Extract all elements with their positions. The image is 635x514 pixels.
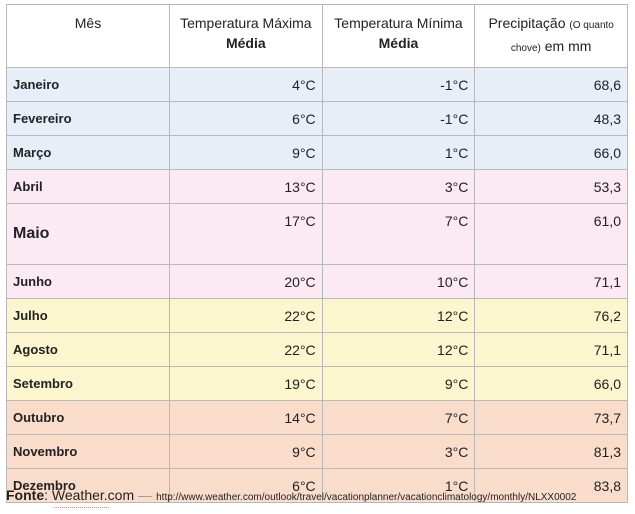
month-cell: Outubro xyxy=(6,400,170,435)
month-cell: Abril xyxy=(6,169,170,204)
table-row: Janeiro 4°C -1°C 68,6 xyxy=(6,67,628,102)
precipitation-cell: 48,3 xyxy=(474,101,628,136)
precipitation-cell: 61,0 xyxy=(474,203,628,265)
header-precipitation: Precipitação (O quanto chove) em mm xyxy=(474,4,628,68)
precipitation-cell: 83,8 xyxy=(474,468,628,503)
precipitation-cell: 73,7 xyxy=(474,400,628,435)
min-temp-cell: -1°C xyxy=(321,67,476,102)
min-temp-cell: 7°C xyxy=(321,400,476,435)
table-row: Junho 20°C 10°C 71,1 xyxy=(6,264,628,299)
min-temp-cell: -1°C xyxy=(321,101,476,136)
precipitation-cell: 81,3 xyxy=(474,434,628,469)
max-temp-cell: 9°C xyxy=(169,434,323,469)
max-temp-cell: 20°C xyxy=(169,264,323,299)
precipitation-cell: 66,0 xyxy=(474,135,628,170)
table-row: Dezembro 6°C 1°C 83,8 xyxy=(6,468,628,503)
table-row: Maio 17°C 7°C 61,0 xyxy=(6,203,628,265)
source-dash: — xyxy=(138,487,153,503)
max-temp-cell: 19°C xyxy=(169,366,323,401)
max-temp-cell: 9°C xyxy=(169,135,323,170)
table-row: Março 9°C 1°C 66,0 xyxy=(6,135,628,170)
min-temp-cell: 7°C xyxy=(321,203,476,265)
table-row: Novembro 9°C 3°C 81,3 xyxy=(6,434,628,469)
month-cell: Maio xyxy=(6,203,170,265)
min-temp-cell: 1°C xyxy=(321,468,476,503)
month-cell: Novembro xyxy=(6,434,170,469)
table-row: Julho 22°C 12°C 76,2 xyxy=(6,298,628,333)
month-cell: Janeiro xyxy=(6,67,170,102)
precipitation-cell: 76,2 xyxy=(474,298,628,333)
table-row: Outubro 14°C 7°C 73,7 xyxy=(6,400,628,435)
climate-table: Mês Temperatura Máxima Média Temperatura … xyxy=(6,4,628,503)
header-max-temp: Temperatura Máxima Média xyxy=(169,4,323,68)
header-month: Mês xyxy=(6,4,170,68)
source-line: Fonte: Weather.com — http://www.weather.co… xyxy=(6,487,577,508)
max-temp-cell: 6°C xyxy=(169,101,323,136)
month-cell: Agosto xyxy=(6,332,170,367)
month-cell: Julho xyxy=(6,298,170,333)
max-temp-cell: 14°C xyxy=(169,400,323,435)
climate-table-container: Mês Temperatura Máxima Média Temperatura … xyxy=(6,4,628,503)
max-temp-cell: 13°C xyxy=(169,169,323,204)
min-temp-cell: 1°C xyxy=(321,135,476,170)
max-temp-cell: 22°C xyxy=(169,332,323,367)
table-row: Abril 13°C 3°C 53,3 xyxy=(6,169,628,204)
source-label: Fonte xyxy=(6,487,45,503)
precipitation-cell: 71,1 xyxy=(474,264,628,299)
max-temp-cell: 4°C xyxy=(169,67,323,102)
precipitation-cell: 53,3 xyxy=(474,169,628,204)
spellcheck-underline xyxy=(54,507,109,508)
min-temp-cell: 10°C xyxy=(321,264,476,299)
precipitation-cell: 68,6 xyxy=(474,67,628,102)
month-cell: Fevereiro xyxy=(6,101,170,136)
min-temp-cell: 12°C xyxy=(321,298,476,333)
table-row: Fevereiro 6°C -1°C 48,3 xyxy=(6,101,628,136)
table-header-row: Mês Temperatura Máxima Média Temperatura … xyxy=(6,4,628,68)
min-temp-cell: 9°C xyxy=(321,366,476,401)
max-temp-cell: 22°C xyxy=(169,298,323,333)
min-temp-cell: 3°C xyxy=(321,169,476,204)
table-row: Agosto 22°C 12°C 71,1 xyxy=(6,332,628,367)
precipitation-cell: 71,1 xyxy=(474,332,628,367)
month-cell: Junho xyxy=(6,264,170,299)
table-row: Setembro 19°C 9°C 66,0 xyxy=(6,366,628,401)
min-temp-cell: 12°C xyxy=(321,332,476,367)
month-cell: Setembro xyxy=(6,366,170,401)
precipitation-cell: 66,0 xyxy=(474,366,628,401)
month-cell: Março xyxy=(6,135,170,170)
month-cell: Dezembro xyxy=(6,468,170,503)
header-min-temp: Temperatura Mínima Média xyxy=(321,4,476,68)
source-url[interactable]: http://www.weather.com/outlook/travel/va… xyxy=(156,492,577,503)
source-site[interactable]: Weather.com xyxy=(51,487,135,503)
max-temp-cell: 17°C xyxy=(169,203,323,265)
min-temp-cell: 3°C xyxy=(321,434,476,469)
